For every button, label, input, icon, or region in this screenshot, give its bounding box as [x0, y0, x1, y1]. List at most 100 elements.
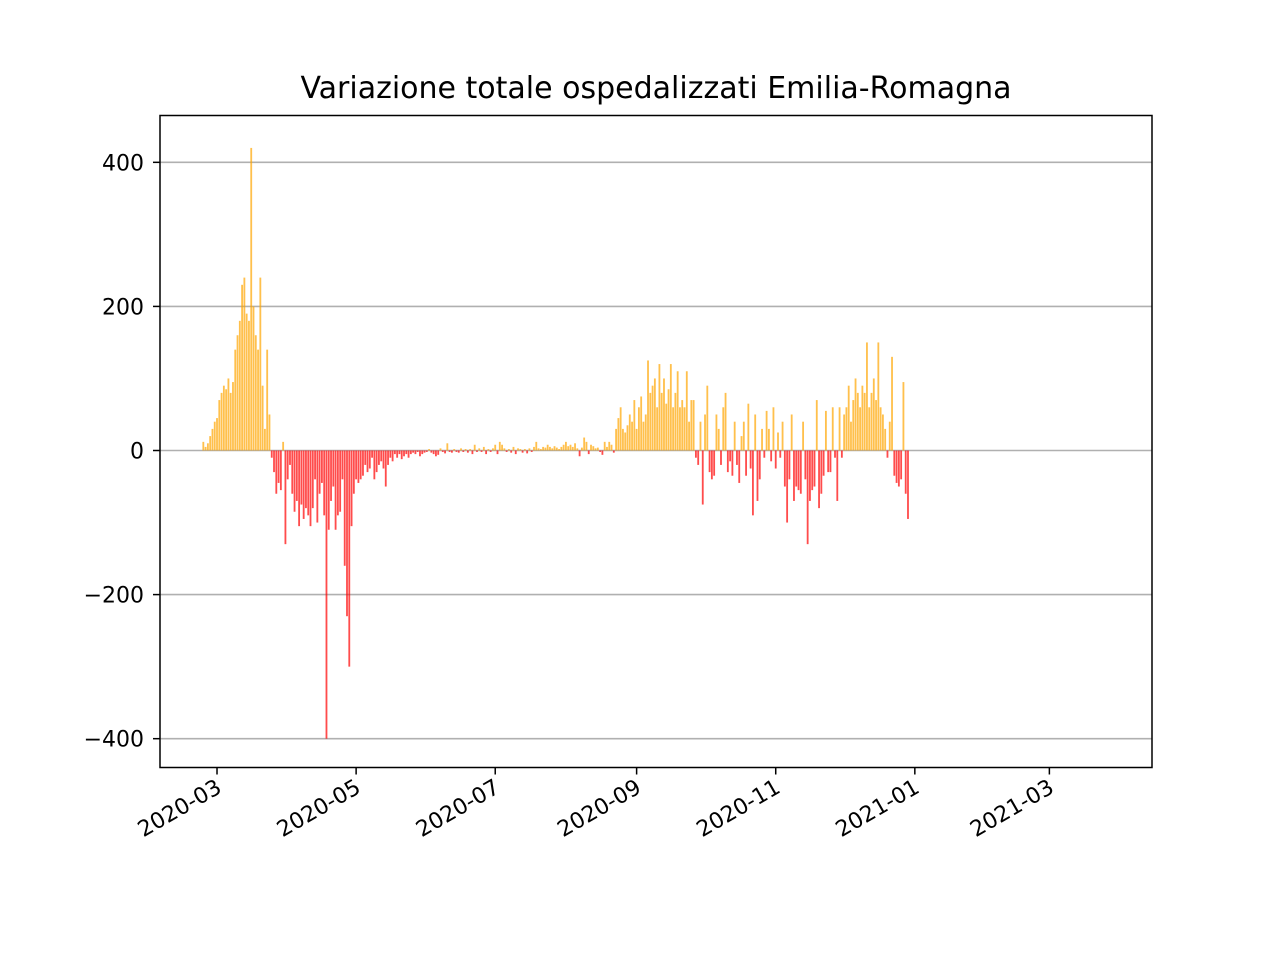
bar-positive	[580, 447, 583, 451]
bar-positive	[715, 414, 718, 451]
bar-negative	[289, 450, 291, 465]
bar-positive	[845, 407, 848, 451]
bar-positive	[674, 392, 677, 451]
bar-positive	[263, 428, 266, 451]
bar-positive	[569, 444, 572, 451]
bar-positive	[854, 378, 857, 451]
bar-negative	[327, 450, 330, 530]
bar-negative	[774, 450, 777, 469]
bar-positive	[685, 371, 688, 451]
bar-positive	[617, 418, 620, 451]
bar-negative	[430, 450, 433, 453]
y-tick-label: −200	[84, 584, 144, 609]
bar-negative	[284, 450, 287, 545]
bar-negative	[316, 450, 319, 523]
bar-negative	[279, 450, 282, 491]
bar-positive	[567, 446, 570, 451]
bar-positive	[537, 448, 540, 451]
bar-negative	[400, 450, 403, 460]
bar-negative	[437, 450, 440, 455]
bar-positive	[519, 449, 522, 451]
bar-positive	[877, 342, 880, 451]
bar-negative	[893, 450, 896, 476]
bar-negative	[697, 450, 700, 465]
bar-positive	[681, 400, 684, 451]
bar-negative	[425, 450, 428, 452]
bar-positive	[859, 407, 862, 451]
bar-negative	[302, 450, 305, 519]
bar-negative	[788, 450, 791, 480]
bar-negative	[897, 450, 900, 487]
bar-positive	[222, 385, 225, 451]
bar-negative	[462, 450, 465, 452]
bar-positive	[245, 313, 248, 451]
bar-positive	[259, 277, 262, 451]
chart-title: Variazione totale ospedalizzati Emilia-R…	[300, 71, 1011, 106]
bar-negative	[270, 450, 273, 458]
bar-negative	[273, 450, 275, 473]
bar-positive	[615, 428, 618, 451]
bar-negative	[416, 450, 419, 452]
bar-negative	[749, 450, 752, 469]
bar-positive	[824, 410, 827, 451]
bar-positive	[653, 378, 656, 451]
bar-negative	[364, 450, 367, 465]
bar-positive	[507, 449, 510, 451]
bar-positive	[439, 448, 442, 451]
bar-negative	[359, 450, 362, 480]
bar-positive	[464, 449, 467, 451]
bar-positive	[624, 432, 627, 451]
bar-negative	[323, 450, 326, 516]
bar-positive	[562, 444, 565, 451]
bar-positive	[847, 385, 850, 451]
bar-positive	[884, 428, 887, 451]
bar-positive	[754, 414, 757, 451]
bar-positive	[528, 448, 531, 451]
y-tick-label: 200	[102, 295, 144, 320]
bar-positive	[266, 349, 269, 451]
bar-negative	[346, 450, 348, 617]
bar-positive	[512, 446, 515, 451]
bar-negative	[305, 450, 307, 509]
bar-positive	[640, 396, 643, 451]
bar-positive	[533, 446, 535, 451]
bar-negative	[457, 450, 460, 453]
bar-negative	[391, 450, 394, 462]
bar-positive	[428, 449, 431, 451]
bar-negative	[412, 450, 415, 453]
bar-negative	[514, 450, 517, 455]
bar-positive	[647, 360, 649, 451]
bar-positive	[560, 446, 563, 451]
bar-negative	[373, 450, 376, 480]
bar-negative	[797, 450, 800, 491]
bar-negative	[907, 450, 909, 519]
bar-positive	[660, 392, 663, 451]
bar-negative	[291, 450, 294, 494]
bar-positive	[706, 385, 709, 451]
bar-positive	[585, 441, 588, 451]
bar-negative	[729, 450, 732, 462]
bar-positive	[517, 448, 519, 451]
bar-negative	[895, 450, 898, 483]
bar-negative	[480, 450, 483, 452]
bar-negative	[836, 450, 839, 501]
bar-negative	[384, 450, 387, 487]
bar-positive	[492, 448, 494, 451]
bar-positive	[688, 421, 690, 451]
x-axis: 2020-03 2020-05 2020-07 2020-09 2020-11 2021-…	[134, 767, 1058, 843]
bar-positive	[202, 441, 205, 451]
bar-positive	[608, 441, 611, 451]
bar-positive	[453, 449, 456, 451]
bar-positive	[843, 414, 846, 451]
bar-positive	[747, 403, 750, 451]
bar-positive	[571, 446, 574, 451]
bar-negative	[348, 450, 351, 667]
bar-positive	[501, 444, 503, 451]
bar-positive	[565, 441, 567, 451]
bar-negative	[756, 450, 759, 501]
bar-negative	[471, 450, 474, 455]
bar-positive	[206, 443, 209, 451]
bar-negative	[389, 450, 392, 458]
bar-positive	[549, 446, 551, 451]
